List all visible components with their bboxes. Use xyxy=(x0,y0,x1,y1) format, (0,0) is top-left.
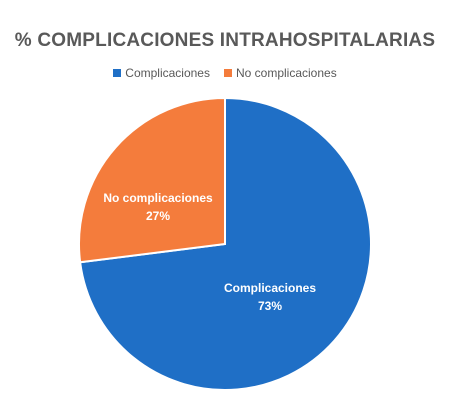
legend-item-no-complicaciones: No complicaciones xyxy=(223,66,337,80)
legend-item-complicaciones: Complicaciones xyxy=(113,66,210,80)
slice-name-label: No complicaciones xyxy=(103,191,213,205)
slice-name-label: Complicaciones xyxy=(224,281,316,295)
legend-swatch-complicaciones xyxy=(113,69,122,77)
legend-label-no-complicaciones: No complicaciones xyxy=(235,66,337,80)
pie-slice-no-complicaciones xyxy=(78,96,226,264)
legend-swatch-no-complicaciones xyxy=(223,69,232,77)
slice-value-label: 27% xyxy=(146,209,170,223)
legend: Complicaciones No complicaciones xyxy=(0,66,450,80)
chart-title: % COMPLICACIONES INTRAHOSPITALARIAS xyxy=(14,30,436,51)
legend-label-complicaciones: Complicaciones xyxy=(125,66,210,80)
slice-value-label: 73% xyxy=(258,299,282,313)
